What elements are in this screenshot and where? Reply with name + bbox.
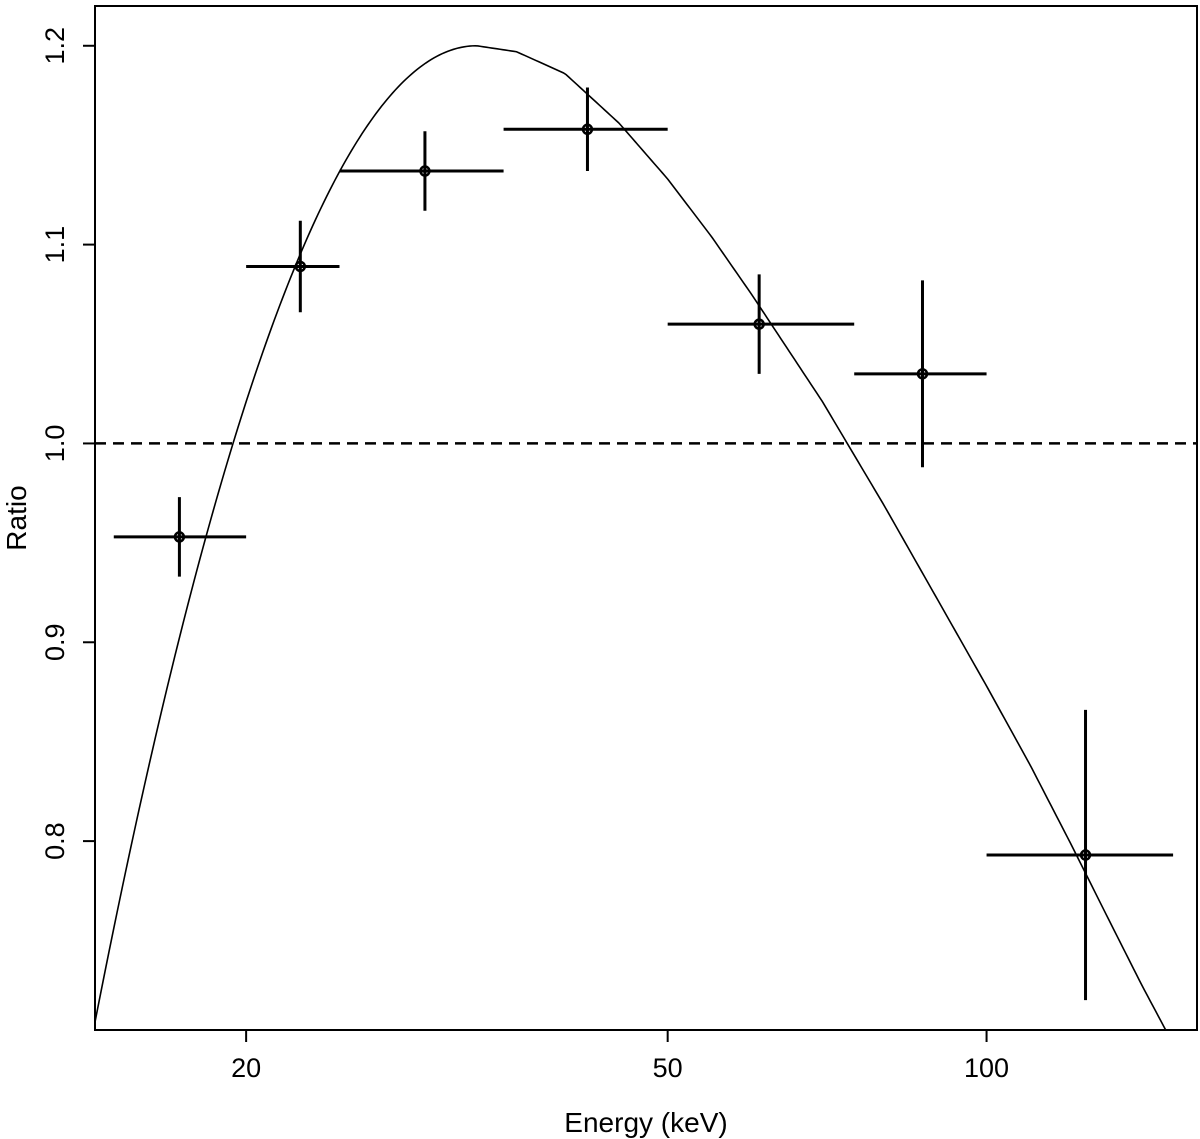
point-marker [916, 368, 929, 380]
y-tick-label: 0.8 [40, 822, 70, 860]
data-point [339, 131, 504, 211]
y-tick-label: 1.2 [40, 27, 70, 65]
data-point [246, 220, 340, 313]
y-tick-label: 1.0 [40, 425, 70, 463]
point-marker [581, 123, 594, 136]
point-marker [294, 260, 307, 273]
data-point [667, 274, 855, 374]
x-axis: 20 50 100 [231, 1030, 1009, 1083]
point-marker [753, 318, 765, 330]
data-point [503, 87, 668, 172]
y-axis-title: Ratio [1, 485, 32, 550]
point-marker [419, 165, 431, 177]
y-axis: 0.8 0.9 1.0 1.1 1.2 [40, 27, 95, 860]
x-axis-title: Energy (keV) [564, 1107, 727, 1138]
point-marker [173, 531, 186, 543]
point-marker [1079, 849, 1092, 861]
y-tick-label: 1.1 [40, 226, 70, 264]
x-tick-label: 50 [653, 1053, 683, 1083]
data-points [113, 87, 1174, 1001]
data-point [854, 280, 987, 468]
x-tick-label: 100 [964, 1053, 1009, 1083]
plot-frame [94, 5, 1198, 1031]
data-point [113, 497, 247, 577]
model-curve [95, 44, 1167, 1030]
x-tick-label: 20 [231, 1053, 261, 1083]
y-tick-label: 0.9 [40, 623, 70, 661]
data-point [986, 709, 1174, 1001]
